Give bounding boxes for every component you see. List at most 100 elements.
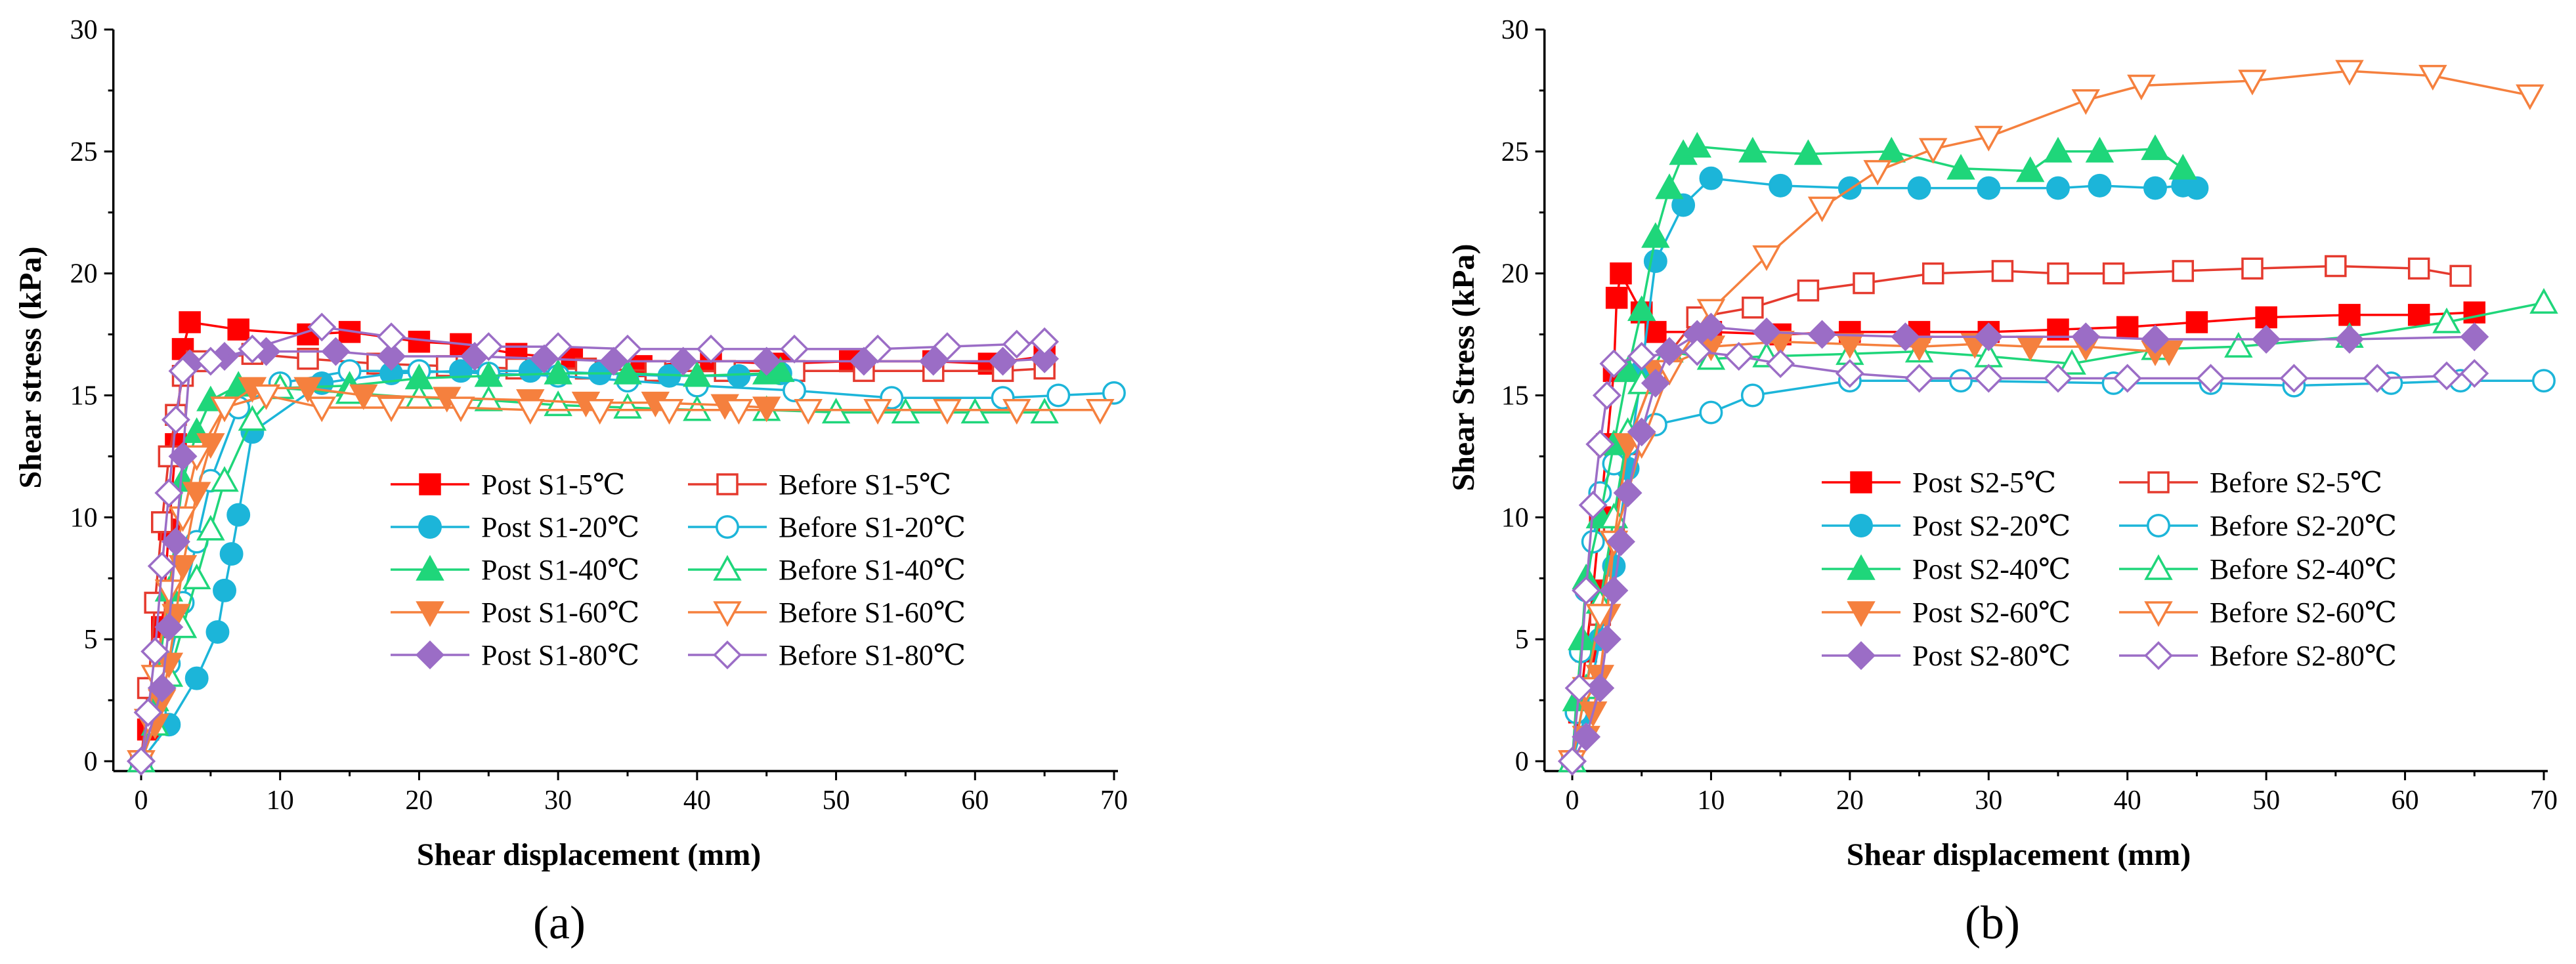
data-point: [2044, 136, 2072, 163]
data-point: [307, 396, 336, 423]
x-tick-label: 60: [2392, 786, 2419, 816]
legend-label: Before S1-5℃: [779, 469, 951, 501]
data-point: [752, 396, 781, 423]
data-point: [1572, 576, 1601, 605]
data-point: [182, 482, 211, 508]
data-point: [1592, 381, 1621, 410]
data-point: [226, 503, 251, 527]
data-point: [918, 346, 948, 376]
data-point: [154, 612, 184, 642]
data-point: [182, 563, 211, 589]
data-point: [1974, 322, 2004, 352]
data-point: [960, 398, 990, 424]
data-point: [2255, 306, 2277, 329]
legend-marker: [416, 601, 444, 627]
data-point: [585, 399, 614, 425]
data-point: [1605, 287, 1628, 309]
legend-marker: [1849, 514, 1873, 537]
data-point: [1738, 136, 1767, 163]
data-point: [2044, 364, 2072, 393]
data-point: [474, 332, 504, 362]
y-tick-label: 20: [70, 259, 98, 289]
data-point: [227, 318, 249, 341]
legend-marker: [419, 473, 441, 495]
y-tick-label: 25: [1501, 137, 1529, 167]
data-point: [668, 346, 698, 376]
series-line: [140, 369, 781, 763]
data-point: [147, 673, 177, 703]
data-point: [210, 466, 239, 492]
series-line: [140, 369, 781, 762]
legend-marker: [2147, 471, 2170, 493]
data-point: [2015, 156, 2045, 182]
legend-label: Post S1-40℃: [481, 554, 639, 586]
y-axis-title: Shear Stress (kPa): [1446, 244, 1481, 492]
legend-marker: [1847, 641, 1876, 670]
legend-label: Before S2-5℃: [2210, 467, 2382, 499]
data-point: [683, 395, 712, 421]
data-point: [349, 384, 378, 410]
data-point: [2279, 364, 2309, 393]
series-9: [127, 312, 1060, 776]
y-tick-label: 20: [1501, 259, 1529, 289]
legend-label: Before S2-20℃: [2210, 510, 2397, 542]
legend-marker: [2147, 514, 2170, 537]
legend-marker: [416, 555, 444, 581]
data-point: [2335, 60, 2364, 86]
x-tick-label: 30: [1975, 786, 2002, 816]
legend-marker: [713, 640, 742, 669]
legend-label: Post S2-60℃: [1912, 597, 2071, 629]
data-point: [2047, 262, 2069, 285]
legend-label: Post S1-20℃: [481, 511, 639, 543]
data-point: [184, 666, 209, 690]
data-point: [446, 396, 475, 423]
data-point: [2102, 262, 2125, 285]
data-point: [321, 337, 351, 366]
data-point: [154, 478, 184, 508]
data-point: [2141, 325, 2170, 354]
data-point: [1974, 125, 2004, 152]
data-point: [127, 747, 156, 776]
data-point: [932, 332, 962, 362]
data-point: [1627, 342, 1656, 371]
y-tick-label: 5: [1515, 625, 1529, 655]
data-point: [2363, 364, 2392, 393]
data-point: [219, 542, 244, 566]
data-point: [238, 334, 267, 364]
data-point: [1977, 176, 2001, 200]
data-point: [377, 322, 406, 352]
data-point: [1991, 260, 2014, 282]
data-point: [161, 527, 190, 556]
data-point: [1769, 173, 1793, 198]
data-point: [783, 379, 807, 403]
legend-marker: [716, 473, 739, 495]
data-point: [196, 514, 225, 541]
data-point: [1599, 576, 1629, 605]
data-point: [1921, 262, 1944, 285]
data-point: [1102, 381, 1126, 405]
legend-label: Post S1-5℃: [481, 469, 625, 501]
legend-marker: [2144, 601, 2173, 627]
data-point: [1599, 349, 1629, 379]
y-tick-label: 25: [70, 137, 98, 167]
data-point: [1585, 673, 1615, 703]
legend-label: Before S2-60℃: [2210, 597, 2397, 629]
data-point: [891, 398, 920, 424]
data-point: [2168, 154, 2198, 180]
data-point: [168, 555, 198, 581]
y-tick-label: 5: [84, 625, 98, 655]
data-point: [2460, 322, 2489, 352]
data-point: [1853, 272, 1875, 295]
data-point: [1030, 398, 1059, 424]
data-point: [2127, 74, 2156, 100]
x-tick-label: 10: [1697, 786, 1725, 816]
data-point: [1046, 383, 1071, 408]
x-tick-label: 50: [2252, 786, 2280, 816]
data-point: [1002, 399, 1031, 425]
x-tick-label: 60: [961, 786, 989, 816]
data-point: [1641, 222, 1670, 248]
data-point: [1752, 245, 1781, 272]
series-line: [1571, 325, 2475, 762]
data-point: [168, 442, 198, 471]
data-point: [2516, 84, 2544, 110]
